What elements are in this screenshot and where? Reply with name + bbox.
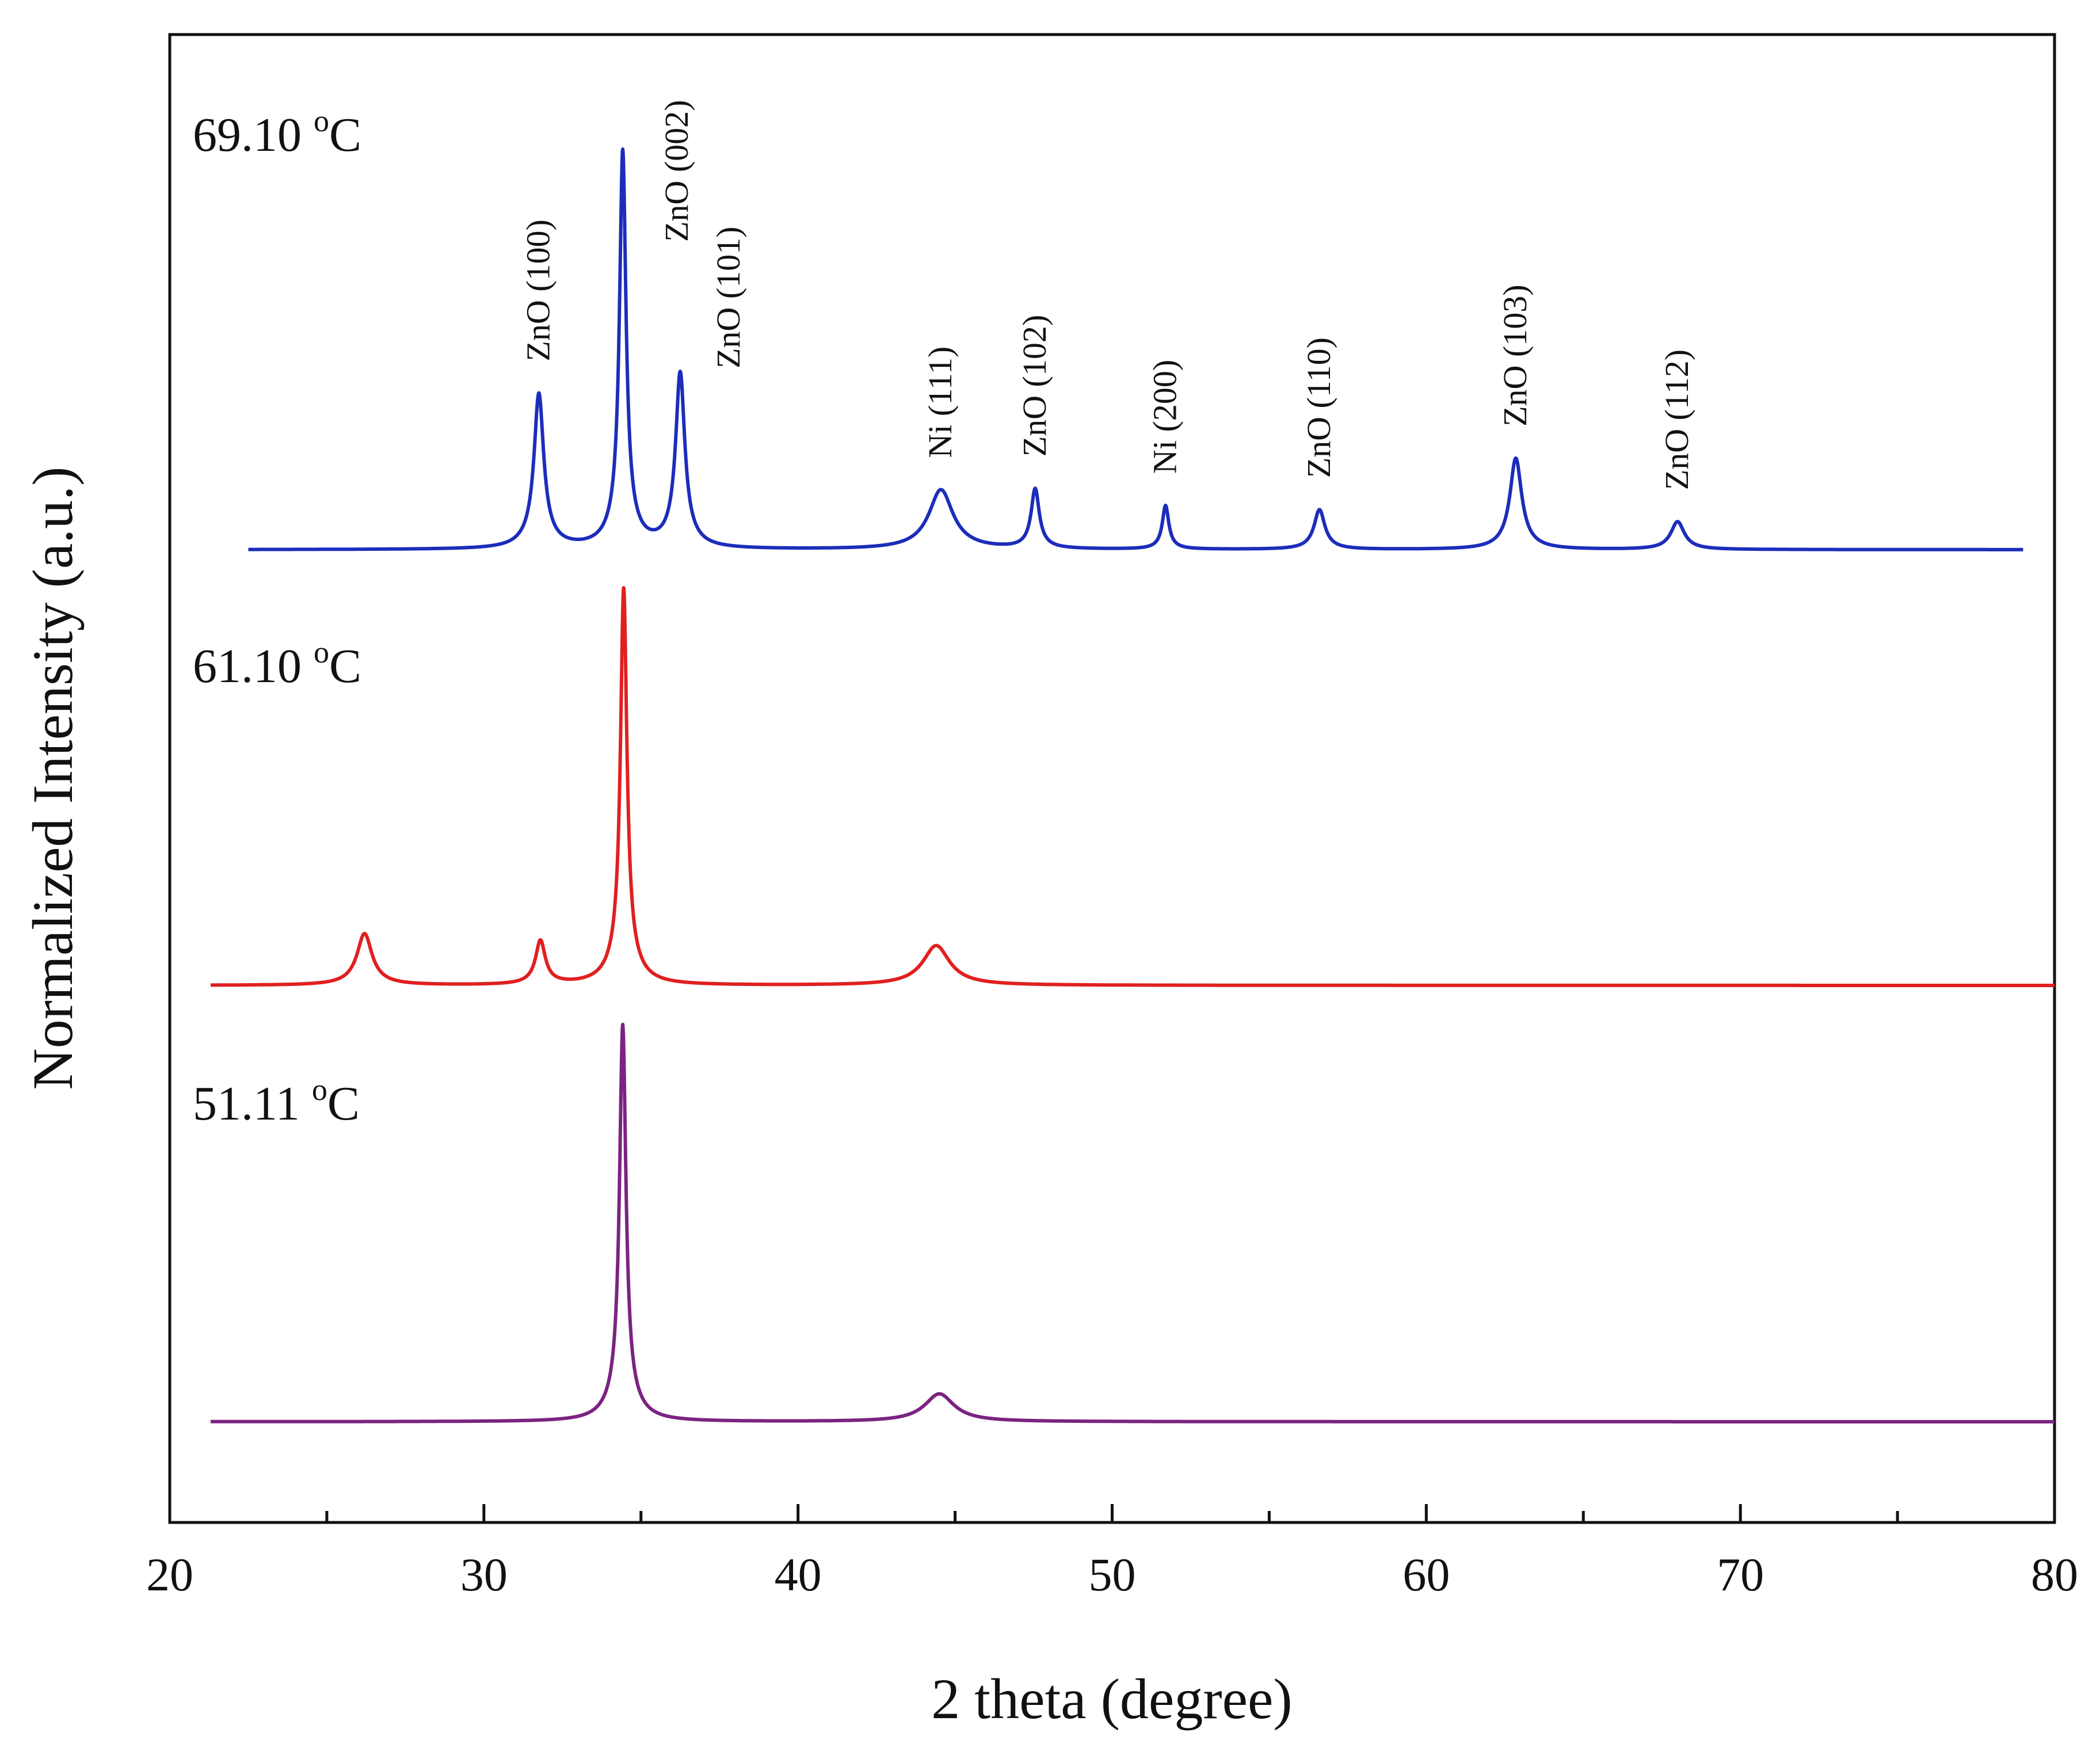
peak-label: Ni (111) bbox=[921, 347, 959, 458]
x-tick-label: 70 bbox=[1717, 1548, 1764, 1601]
peak-label: ZnO (002) bbox=[658, 100, 695, 242]
x-tick-label: 30 bbox=[460, 1548, 508, 1601]
series-line-51-11 bbox=[209, 1022, 2056, 1423]
series-line-69-10 bbox=[247, 147, 2025, 551]
x-tick-label: 20 bbox=[146, 1548, 193, 1601]
x-axis-title: 2 theta (degree) bbox=[931, 1667, 1292, 1731]
peak-label: Ni (200) bbox=[1146, 360, 1183, 474]
series-label-69-10: 69.10 oC bbox=[193, 104, 361, 162]
peak-label: ZnO (110) bbox=[1300, 337, 1337, 478]
x-axis-tick-labels: 20 30 40 50 60 70 80 bbox=[146, 1548, 2078, 1601]
x-tick-label: 60 bbox=[1402, 1548, 1450, 1601]
x-tick-label: 40 bbox=[775, 1548, 822, 1601]
x-tick-label: 50 bbox=[1089, 1548, 1136, 1601]
series-line-61-10 bbox=[209, 586, 2056, 987]
peak-annotations: ZnO (100) ZnO (002) ZnO (101) Ni (111) ZnO (… bbox=[519, 100, 1695, 490]
series-label-51-11: 51.11 oC bbox=[193, 1072, 360, 1130]
x-tick-label: 80 bbox=[2031, 1548, 2078, 1601]
series-labels: 51.11 oC 61.10 oC 69.10 oC bbox=[193, 104, 361, 1130]
peak-label: ZnO (103) bbox=[1496, 284, 1534, 426]
series-label-61-10: 61.10 oC bbox=[193, 635, 361, 693]
peak-label: ZnO (102) bbox=[1016, 315, 1053, 456]
series-lines bbox=[209, 147, 2056, 1423]
y-axis-title: Normalized Intensity (a.u.) bbox=[21, 467, 85, 1090]
plot-frame bbox=[168, 33, 2056, 1524]
peak-label: ZnO (101) bbox=[710, 227, 747, 368]
x-axis-ticks bbox=[168, 1504, 2056, 1522]
peak-label: ZnO (100) bbox=[519, 219, 557, 361]
peak-label: ZnO (112) bbox=[1658, 349, 1695, 490]
